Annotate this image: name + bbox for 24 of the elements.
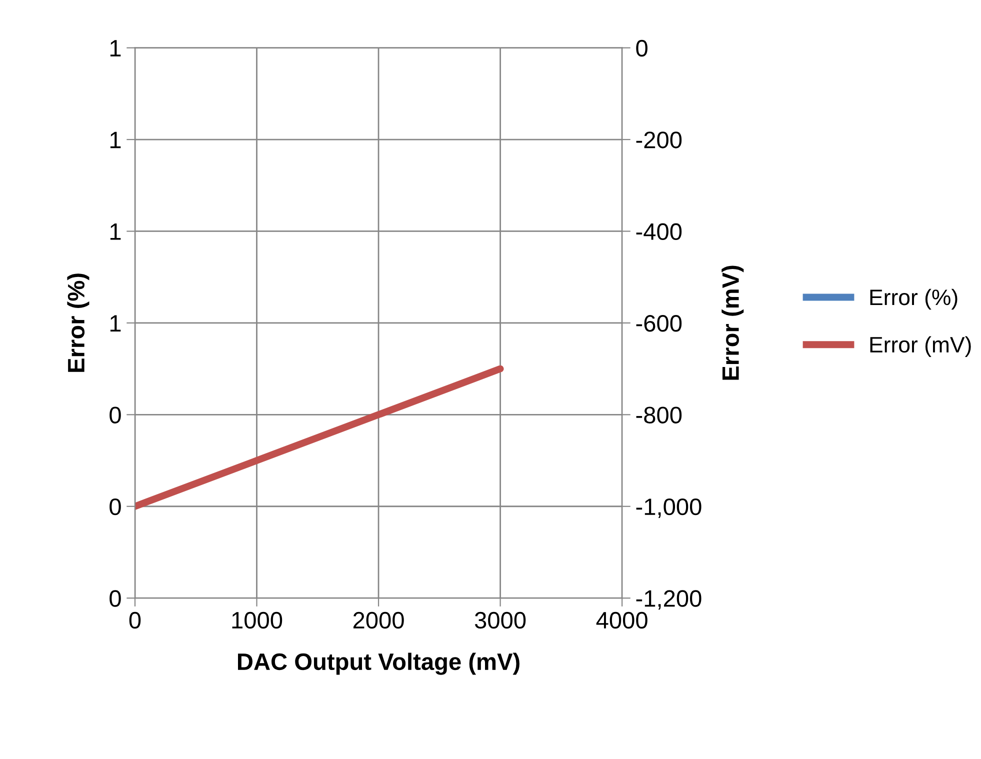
x-tick-label: 1000	[232, 612, 282, 629]
legend-label: Error (%)	[870, 288, 958, 310]
x-axis-title: DAC Output Voltage (mV)	[238, 652, 520, 675]
y2-tick-label: -400	[636, 223, 682, 240]
x-tick-label: 0	[129, 612, 141, 629]
y-axis-title: Error (%)	[67, 274, 90, 372]
y2-tick-label: 0	[636, 40, 648, 57]
y2-tick-label: -1,200	[636, 590, 702, 610]
y2-tick-label: -600	[636, 315, 682, 332]
y-tick-label: 0	[110, 590, 121, 607]
x-tick-label: 3000	[474, 612, 526, 629]
y-tick-label: 1	[110, 132, 121, 148]
y2-axis-title: Error (mV)	[722, 266, 744, 380]
y2-tick-label: -1,000	[636, 498, 702, 518]
y-tick-label: 1	[110, 315, 121, 332]
y-tick-label: 0	[110, 406, 121, 424]
y-tick-label: 1	[110, 224, 121, 240]
y2-tick-label: -800	[636, 406, 682, 424]
x-tick-label: 2000	[353, 612, 404, 629]
x-tick-label: 4000	[596, 612, 648, 629]
legend-label: Error (mV)	[870, 336, 971, 357]
y-tick-label: 0	[110, 498, 121, 516]
y2-tick-label: -200	[636, 132, 682, 148]
y-tick-label: 1	[110, 40, 121, 56]
